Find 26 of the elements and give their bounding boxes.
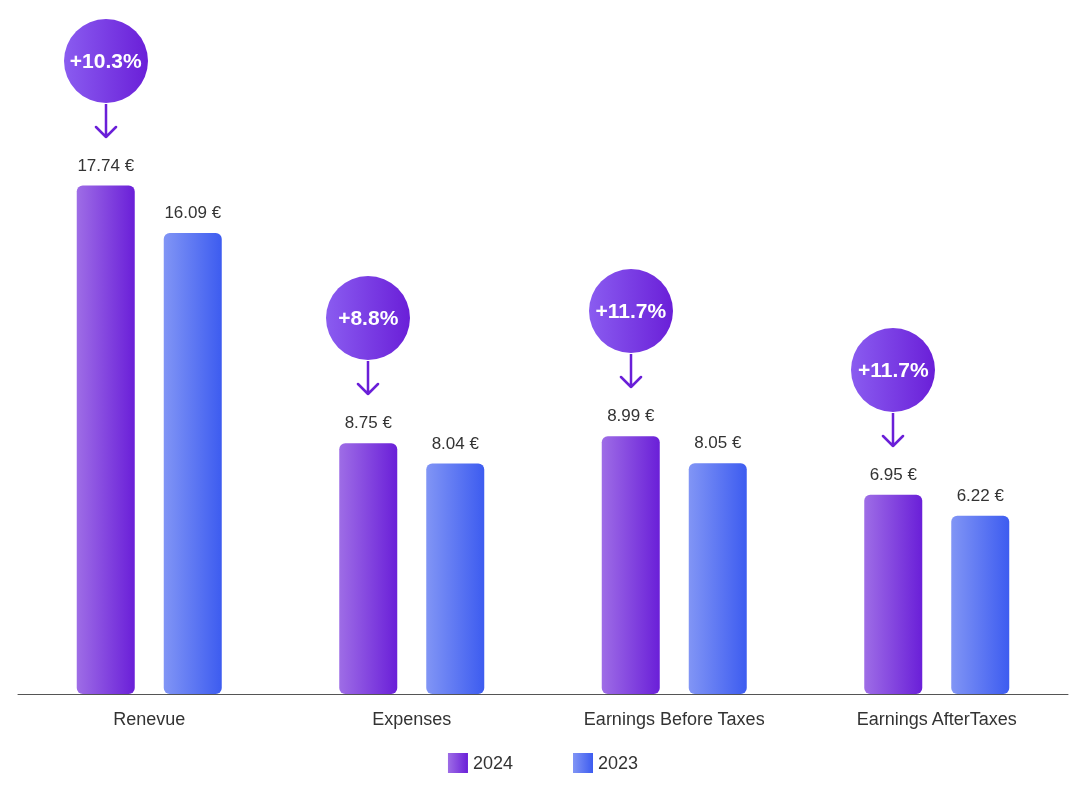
bar: [951, 515, 1010, 694]
circle-badge: +10.3%: [63, 18, 148, 103]
x-tick-label: Expenses: [372, 709, 452, 729]
data-label: 8.75 €: [344, 413, 393, 433]
bar: [76, 185, 135, 694]
bar: [163, 232, 222, 694]
data-label: 16.09 €: [164, 202, 222, 222]
data-label: 8.05 €: [694, 433, 742, 453]
x-tick-label: Earnings AfterTaxes: [856, 709, 1017, 729]
circle-badge: +8.8%: [326, 276, 411, 361]
data-label: 6.22 €: [956, 485, 1005, 505]
legend-label: 2023: [598, 753, 639, 773]
bar: [339, 443, 398, 694]
x-tick-label: Renevue: [113, 709, 186, 729]
legend-label: 2024: [472, 753, 513, 773]
x-tick-label: Earnings Before Taxes: [583, 709, 765, 729]
bar: [601, 436, 660, 694]
circle-badge: +11.7%: [851, 327, 936, 412]
data-label: 6.95 €: [869, 464, 918, 484]
bar: [426, 463, 485, 694]
circle-badge: +11.7%: [588, 269, 673, 354]
data-label: 8.04 €: [431, 433, 480, 453]
bar: [688, 463, 747, 694]
bar: [864, 494, 923, 694]
data-label: 8.99 €: [607, 406, 655, 426]
data-label: 17.74 €: [77, 155, 135, 175]
